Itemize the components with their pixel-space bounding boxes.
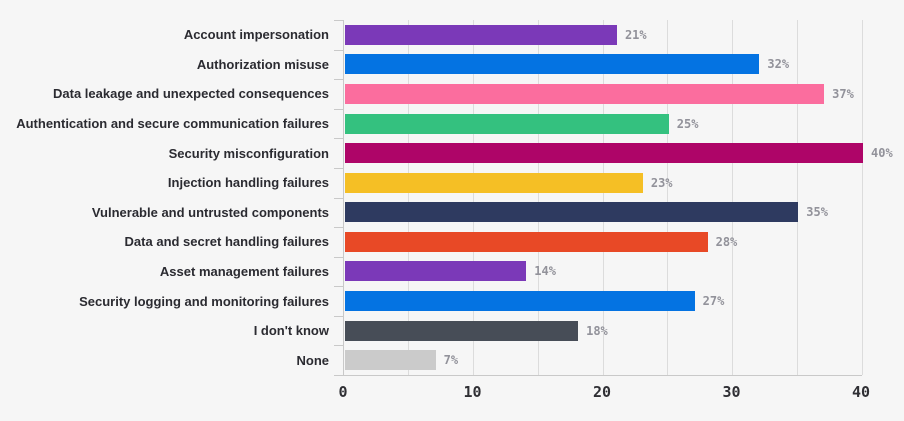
bar (345, 54, 760, 75)
x-axis-tick-label: 10 (463, 383, 482, 401)
x-axis-tick-label: 20 (592, 383, 612, 401)
axis-tick-mark (334, 316, 343, 317)
axis-tick-mark (334, 138, 343, 139)
gridline-x-15 (537, 20, 539, 375)
axis-tick-mark (334, 198, 343, 199)
gridline-x-10 (473, 20, 474, 375)
bar (345, 291, 695, 312)
axis-tick-mark (334, 20, 343, 21)
category-label: Data and secret handling failures (124, 234, 329, 250)
category-label: Vulnerable and untrusted components (91, 204, 329, 220)
bar (345, 113, 669, 134)
x-axis-tick-label: 30 (722, 383, 741, 401)
value-label: 23% (650, 175, 673, 190)
bar (345, 172, 643, 193)
value-label: 25% (676, 116, 699, 131)
category-label: Security logging and monitoring failures (79, 293, 329, 309)
gridline-x-35 (796, 20, 798, 375)
gridline-x-25 (667, 20, 669, 375)
value-label: 37% (832, 86, 854, 101)
value-label: 7% (443, 353, 459, 368)
bar (345, 202, 799, 223)
axis-tick-mark (334, 109, 343, 110)
axis-tick-mark (334, 227, 343, 228)
x-axis-tick-label: 40 (851, 383, 871, 401)
category-label: Authentication and secure communication … (16, 116, 329, 132)
category-label: I don't know (253, 323, 329, 339)
category-label: Account impersonation (183, 27, 329, 43)
x-axis-tick-label: 0 (338, 383, 348, 401)
gridline-x-5 (408, 20, 410, 375)
category-label: Injection handling failures (167, 175, 329, 191)
value-label: 14% (534, 264, 556, 279)
bar (345, 231, 708, 252)
bar (345, 83, 825, 104)
category-label: Data leakage and unexpected consequences (53, 86, 329, 102)
value-label: 40% (871, 146, 893, 161)
value-label: 21% (624, 27, 647, 42)
value-label: 18% (586, 323, 608, 338)
bar (345, 261, 527, 282)
bar (345, 143, 863, 164)
category-label: Security misconfiguration (168, 145, 329, 161)
category-label: Authorization misuse (196, 56, 329, 72)
value-label: 28% (715, 234, 738, 249)
category-label: Asset management failures (159, 263, 329, 279)
bar (345, 350, 436, 371)
bar (345, 24, 617, 45)
axis-tick-mark (334, 79, 343, 80)
plot-area: 21% 32% 37% 25% 40% 23% 35% 28% 14% 27% 18% 7% (343, 20, 893, 376)
gridline-x-30 (732, 20, 733, 375)
bar (345, 320, 579, 341)
axis-tick-mark (334, 345, 343, 346)
axis-tick-mark (334, 286, 343, 287)
value-label: 32% (767, 57, 790, 72)
axis-tick-mark (334, 168, 343, 169)
axis-tick-mark (334, 257, 343, 258)
gridline-x-20 (602, 20, 604, 375)
value-label: 35% (806, 205, 828, 220)
axis-tick-mark (334, 375, 343, 376)
gridline-x-40 (861, 20, 863, 375)
value-label: 27% (702, 294, 725, 309)
category-label: None (296, 352, 330, 368)
axis-tick-mark (334, 50, 343, 51)
